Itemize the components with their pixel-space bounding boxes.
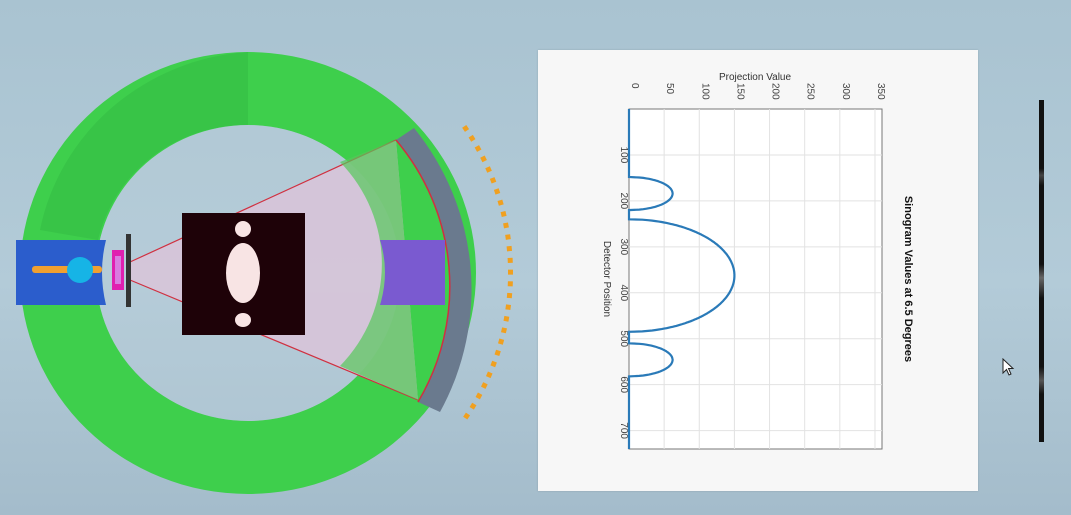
detector-element [475, 392, 483, 400]
detector-element [505, 304, 512, 310]
detector-array-icon [462, 124, 514, 420]
y-tick-label: 300 [618, 238, 629, 255]
chart-title: Sinogram Values at 6.5 Degrees [902, 196, 914, 362]
detector-element [498, 338, 505, 345]
sinogram-chart: 0 50 100 150 200 250 300 350 100 200 300 400 500 600… [601, 72, 914, 450]
xray-source-icon [16, 240, 106, 305]
detector-element [493, 188, 501, 195]
x-tick-label: 50 [664, 83, 675, 95]
detector-element [490, 360, 497, 368]
x-tick-label: 300 [840, 83, 851, 100]
detector-element [480, 155, 487, 163]
detector-element [500, 327, 507, 334]
detector-element [497, 199, 504, 206]
detector-element [506, 292, 513, 299]
detector-arc [396, 128, 472, 412]
detector-element [485, 371, 493, 379]
detector-element [463, 412, 471, 420]
detector-housing [380, 240, 445, 305]
x-axis-title: Projection Value [719, 72, 792, 83]
detector-element [489, 177, 497, 184]
x-tick-label: 350 [875, 83, 886, 100]
detector-element [506, 245, 513, 252]
fan-beam-edge-bottom [129, 279, 419, 401]
detector-element [505, 234, 511, 240]
cursor-icon [1002, 358, 1015, 376]
x-tick-label: 250 [805, 83, 816, 100]
y-tick-label: 200 [618, 193, 629, 210]
gantry-shading [40, 52, 248, 240]
detector-element [507, 269, 514, 275]
sinogram-plot-panel: 0 50 100 150 200 250 300 350 100 200 300 400 500 600… [538, 50, 978, 491]
detector-element [503, 315, 510, 322]
x-tick-label: 100 [699, 83, 710, 100]
x-tick-label: 0 [629, 83, 640, 89]
detector-element [468, 134, 476, 142]
filter-window [115, 256, 121, 284]
x-tick-label: 150 [734, 83, 745, 100]
detector-arc-edge [395, 139, 451, 403]
sinogram-series-line [627, 109, 736, 449]
detector-element [503, 222, 509, 229]
y-tick-label: 600 [618, 376, 629, 393]
y-tick-label: 100 [618, 147, 629, 164]
phantom-icon [182, 213, 305, 335]
y-axis-title: Detector Position [601, 241, 612, 317]
detector-element [462, 124, 470, 132]
detector-element [469, 402, 477, 410]
plot-area [628, 108, 883, 450]
y-tick-label: 700 [618, 422, 629, 439]
detector-element [494, 349, 501, 357]
detector-element [474, 145, 482, 152]
fan-beam-green-overlap [340, 140, 418, 400]
detector-element [481, 382, 488, 389]
x-tick-label: 200 [770, 83, 781, 100]
y-tick-label: 400 [618, 284, 629, 301]
detector-element [485, 166, 492, 173]
collimator [126, 234, 131, 307]
detector-element [500, 210, 507, 217]
detector-element [507, 257, 513, 263]
detector-element [507, 281, 513, 287]
y-tick-label: 500 [618, 330, 629, 347]
sinogram-strip [1039, 100, 1044, 442]
